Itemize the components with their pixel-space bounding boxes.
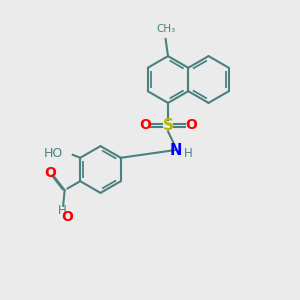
Text: N: N <box>169 142 182 158</box>
Text: HO: HO <box>44 146 63 160</box>
Text: O: O <box>139 118 151 132</box>
Text: CH₃: CH₃ <box>156 24 175 34</box>
Text: O: O <box>44 166 56 180</box>
Text: H: H <box>58 204 67 217</box>
Text: H: H <box>184 147 193 160</box>
Text: O: O <box>185 118 197 132</box>
Text: S: S <box>163 118 173 133</box>
Text: O: O <box>62 210 74 224</box>
